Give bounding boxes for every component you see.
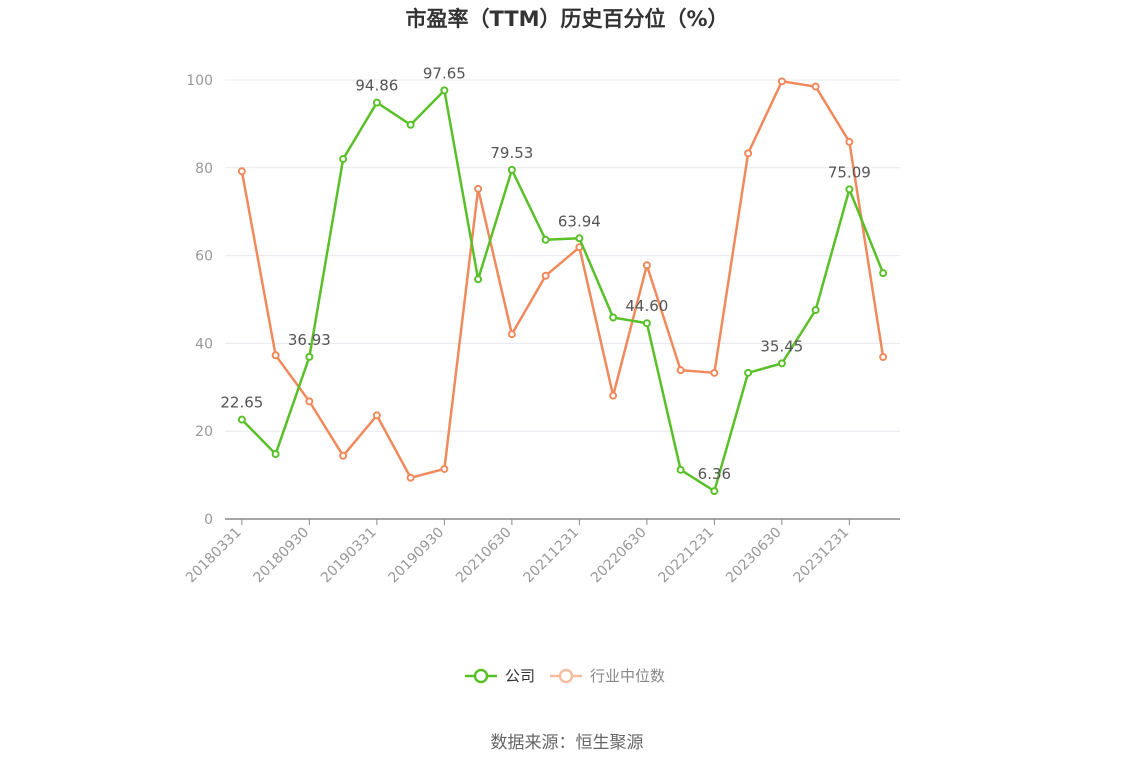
point-industry-median-20211231 — [642, 261, 651, 270]
point-industry-median-20210630 — [609, 391, 618, 400]
point-company-20180930 — [305, 352, 314, 361]
point-industry-median-20240630 — [845, 137, 854, 146]
grid-lines — [225, 79, 900, 432]
point-company-20191231 — [474, 275, 483, 284]
point-industry-median-20180630 — [271, 351, 280, 360]
point-company-20220630 — [676, 465, 685, 474]
series-lines — [237, 77, 888, 496]
x-tick-label-20211231: 20211231 — [520, 525, 582, 587]
point-company-20190630 — [406, 120, 415, 129]
legend[interactable]: 公司 行业中位数 — [465, 667, 665, 685]
data-label-company-20200331: 79.53 — [490, 144, 533, 162]
point-company-20200331 — [507, 165, 516, 174]
point-industry-median-20181231 — [339, 451, 348, 460]
point-industry-median-20230630 — [744, 149, 753, 158]
point-company-20201231 — [575, 234, 584, 243]
point-industry-median-20220630 — [676, 366, 685, 375]
point-company-20240331 — [811, 306, 820, 315]
point-industry-median-20191231 — [474, 184, 483, 193]
legend-label-company: 公司 — [505, 667, 535, 685]
data-labels: 22.65 36.93 94.86 97.65 79.53 63.94 44.60 6.36 3… — [220, 64, 870, 483]
data-label-company-20221231: 6.36 — [698, 465, 731, 483]
data-label-company-20231231: 35.45 — [760, 337, 803, 355]
x-tick-label-20221231: 20221231 — [655, 525, 717, 587]
point-industry-median-20241231 — [879, 353, 888, 362]
y-tick-label-60: 60 — [195, 249, 213, 265]
point-industry-median-20180930 — [305, 397, 314, 406]
x-tick-label-20210630: 20210630 — [453, 525, 515, 587]
y-tick-label-100: 100 — [186, 73, 213, 89]
point-industry-median-20200331 — [507, 330, 516, 339]
point-company-20181231 — [339, 155, 348, 164]
x-tick-label-20180331: 20180331 — [183, 525, 245, 587]
point-industry-median-20240331 — [811, 82, 820, 91]
y-tick-label-20: 20 — [195, 424, 213, 440]
legend-item-company[interactable]: 公司 — [465, 667, 535, 685]
point-industry-median-20221231 — [710, 368, 719, 377]
x-tick-label-20190331: 20190331 — [318, 525, 380, 587]
data-label-company-20180930: 36.93 — [288, 331, 331, 349]
point-company-20221231 — [710, 487, 719, 496]
point-company-20241231 — [879, 269, 888, 278]
point-company-20190331 — [372, 98, 381, 107]
x-tick-label-20190930: 20190930 — [385, 525, 447, 587]
data-label-company-20211231: 44.60 — [625, 297, 668, 315]
series-line-industry-median — [240, 80, 885, 479]
point-company-20211231 — [642, 319, 651, 328]
x-tick-label-20220630: 20220630 — [588, 525, 650, 587]
axes: 0 20 40 60 80 100 20180331 20180930 20190331 2019… — [183, 73, 900, 586]
y-tick-label-80: 80 — [195, 161, 213, 177]
legend-item-industry-median[interactable]: 行业中位数 — [550, 667, 665, 685]
data-label-company-20190331: 94.86 — [355, 77, 398, 95]
data-label-company-20180331: 22.65 — [220, 394, 263, 412]
point-company-20230630 — [744, 368, 753, 377]
legend-marker-industry-median — [558, 668, 574, 684]
point-company-20190930 — [440, 86, 449, 95]
legend-label-industry-median: 行业中位数 — [590, 667, 665, 685]
point-company-20180630 — [271, 450, 280, 459]
point-industry-median-20231231 — [777, 77, 786, 86]
x-tick-label-20231231: 20231231 — [790, 525, 852, 587]
point-industry-median-20200630 — [541, 271, 550, 280]
y-tick-label-0: 0 — [204, 512, 213, 528]
point-company-20180331 — [237, 415, 246, 424]
x-tick-label-20230630: 20230630 — [723, 525, 785, 587]
data-label-company-20240630: 75.09 — [828, 163, 871, 181]
data-label-company-20201231: 63.94 — [558, 212, 601, 230]
point-company-20240630 — [845, 185, 854, 194]
point-company-20200630 — [541, 235, 550, 244]
point-industry-median-20190630 — [406, 473, 415, 482]
source-note: 数据来源：恒生聚源 — [491, 733, 644, 753]
data-label-company-20190930: 97.65 — [423, 64, 466, 82]
y-tick-label-40: 40 — [195, 336, 213, 352]
legend-marker-company — [473, 668, 489, 684]
point-company-20231231 — [777, 359, 786, 368]
point-company-20210630 — [609, 313, 618, 322]
chart-title: 市盈率（TTM）历史百分位（%） — [405, 7, 728, 31]
x-tick-label-20180930: 20180930 — [250, 525, 312, 587]
point-industry-median-20180331 — [237, 167, 246, 176]
point-industry-median-20190331 — [372, 411, 381, 420]
point-industry-median-20190930 — [440, 464, 449, 473]
series-line-company — [240, 89, 885, 493]
